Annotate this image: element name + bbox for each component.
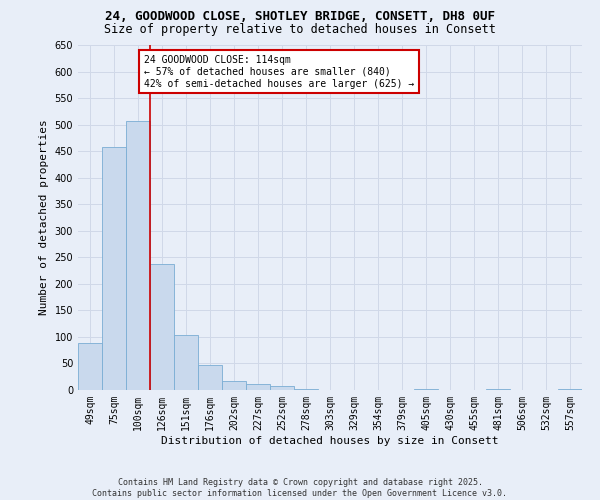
Bar [246, 384, 270, 390]
Bar [102, 147, 126, 390]
X-axis label: Distribution of detached houses by size in Consett: Distribution of detached houses by size … [161, 436, 499, 446]
Bar [222, 381, 246, 390]
Text: Size of property relative to detached houses in Consett: Size of property relative to detached ho… [104, 22, 496, 36]
Text: 24, GOODWOOD CLOSE, SHOTLEY BRIDGE, CONSETT, DH8 0UF: 24, GOODWOOD CLOSE, SHOTLEY BRIDGE, CONS… [105, 10, 495, 23]
Bar [78, 344, 102, 390]
Bar [126, 121, 150, 390]
Bar [174, 336, 198, 390]
Bar [270, 386, 294, 390]
Text: 24 GOODWOOD CLOSE: 114sqm
← 57% of detached houses are smaller (840)
42% of semi: 24 GOODWOOD CLOSE: 114sqm ← 57% of detac… [143, 56, 414, 88]
Y-axis label: Number of detached properties: Number of detached properties [39, 120, 49, 316]
Text: Contains HM Land Registry data © Crown copyright and database right 2025.
Contai: Contains HM Land Registry data © Crown c… [92, 478, 508, 498]
Bar [198, 365, 222, 390]
Bar [150, 264, 174, 390]
